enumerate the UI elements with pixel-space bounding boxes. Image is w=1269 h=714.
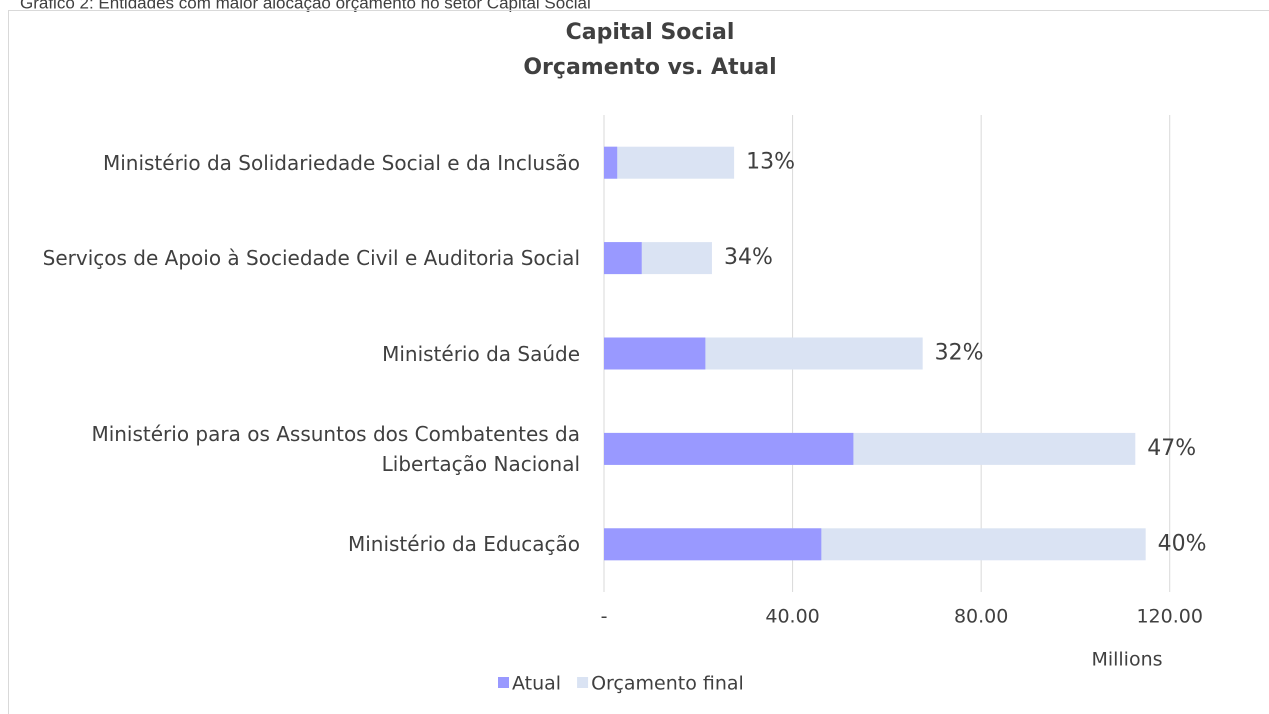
- data-label: 40%: [1158, 531, 1207, 556]
- x-tick-label: 80.00: [954, 606, 1008, 628]
- bar: [604, 146, 735, 179]
- y-tick-label: Serviços de Apoio à Sociedade Civil e Au…: [42, 246, 580, 271]
- y-tick-label: Ministério da Educação: [347, 532, 580, 557]
- data-label: 47%: [1147, 436, 1196, 461]
- x-tick-label: 40.00: [765, 606, 819, 628]
- axis-unit: Millions: [1091, 649, 1162, 671]
- chart-title: Orçamento vs. Atual: [523, 55, 776, 80]
- data-label: 34%: [724, 245, 773, 270]
- legend-swatch: [498, 677, 509, 688]
- chart-border: [8, 10, 1269, 714]
- x-tick-label: -: [601, 606, 608, 628]
- bar: [604, 242, 642, 275]
- data-label: 13%: [746, 150, 795, 175]
- y-tick-label: Ministério da Saúde: [382, 341, 580, 366]
- y-tick-label: Ministério para os Assuntos dos Combaten…: [91, 421, 580, 476]
- y-tick-label: Ministério da Solidariedade Social e da …: [102, 150, 580, 175]
- bar: [604, 432, 854, 465]
- legend-swatch: [577, 677, 589, 688]
- bar: [604, 337, 706, 370]
- caption: Gráfico 2: Entidades com maior alocação …: [20, 0, 591, 12]
- bar: [604, 146, 618, 179]
- chart-title: Capital Social: [566, 20, 735, 45]
- data-label: 32%: [935, 341, 984, 366]
- bar: [604, 528, 822, 561]
- legend-label: Atual: [512, 673, 561, 695]
- x-tick-label: 120.00: [1136, 606, 1202, 628]
- legend-label: Orçamento final: [591, 673, 744, 695]
